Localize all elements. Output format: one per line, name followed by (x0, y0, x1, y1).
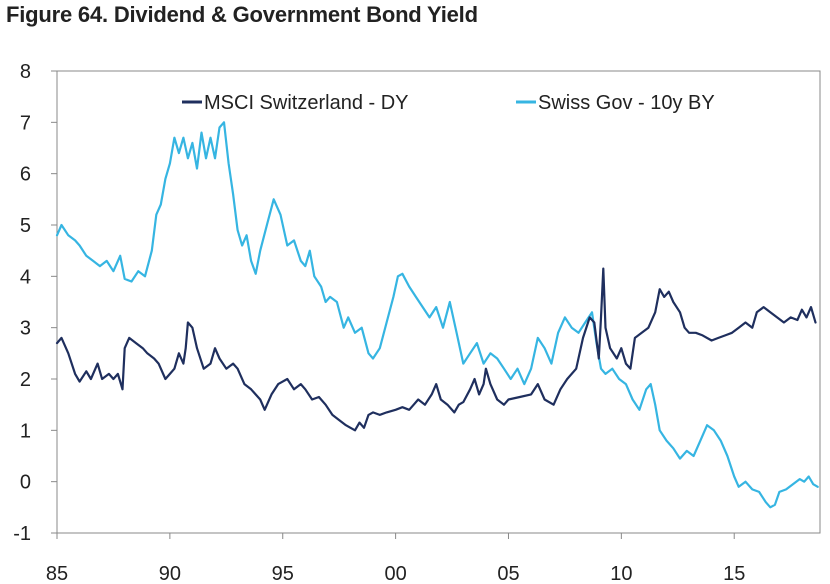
y-tick-label: 4 (20, 266, 31, 288)
y-tick-label: 0 (20, 472, 31, 494)
y-tick-label: 7 (20, 112, 31, 134)
legend-label: Swiss Gov - 10y BY (538, 92, 715, 114)
y-tick-label: 1 (20, 420, 31, 442)
x-tick-label: 90 (159, 563, 181, 584)
y-tick-label: 3 (20, 318, 31, 340)
x-tick-label: 95 (272, 563, 294, 584)
x-tick-label: 05 (497, 563, 519, 584)
x-tick-label: 15 (723, 563, 745, 584)
x-axis-ticks: 85 90 95 00 05 10 15 (46, 533, 745, 584)
y-tick-label: 5 (20, 215, 31, 237)
x-tick-label: 85 (46, 563, 68, 584)
y-tick-label: 6 (20, 164, 31, 186)
series-line-swiss-gov-10y-by (55, 121, 819, 509)
y-axis-ticks: -1 0 1 2 3 4 5 6 7 8 (13, 61, 57, 545)
chart-title: Figure 64. Dividend & Government Bond Yi… (6, 2, 478, 27)
x-tick-label: 10 (610, 563, 632, 584)
series-lines (55, 121, 819, 509)
plot-frame (56, 70, 821, 534)
y-tick-label: -1 (13, 523, 31, 545)
y-tick-label: 8 (20, 61, 31, 83)
series-line-msci-switzerland-dy (55, 267, 817, 432)
x-tick-label: 00 (384, 563, 406, 584)
y-tick-label: 2 (20, 369, 31, 391)
legend: MSCI Switzerland - DY Swiss Gov - 10y BY (182, 92, 715, 114)
legend-label: MSCI Switzerland - DY (204, 92, 409, 114)
